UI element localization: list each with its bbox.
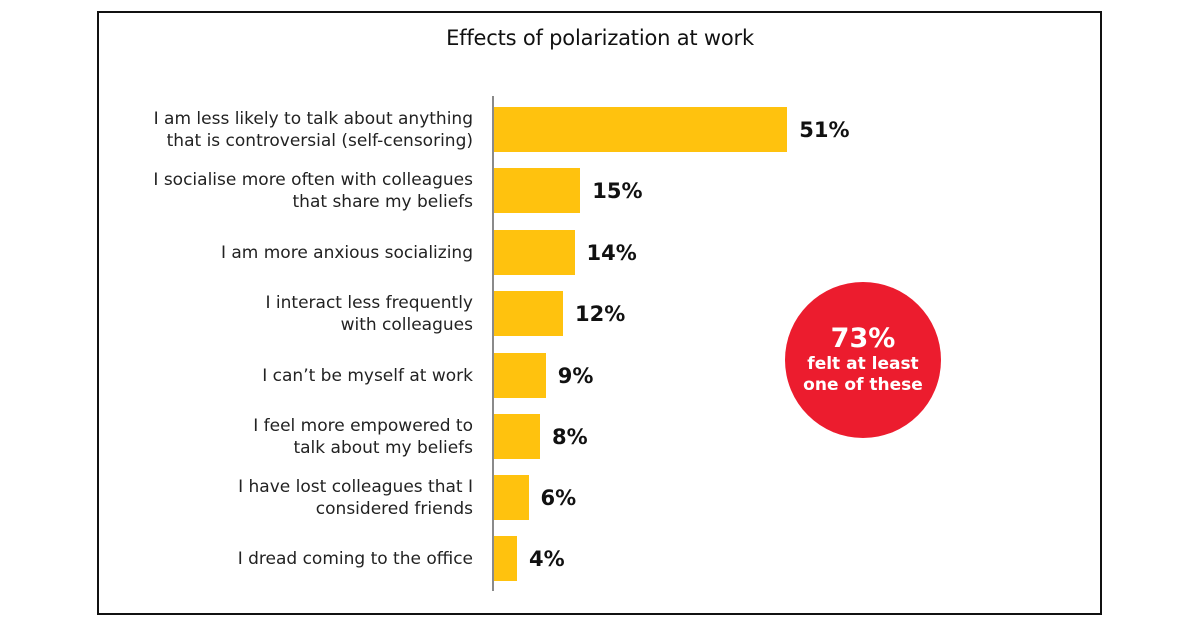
bar (494, 414, 540, 459)
bar (494, 536, 517, 581)
summary-callout-circle: 73% felt at least one of these (785, 282, 941, 438)
bar-value-label: 15% (592, 178, 643, 203)
bar-category-label: I can’t be myself at work (262, 365, 473, 387)
label-line: with colleagues (340, 314, 473, 335)
bar (494, 291, 563, 336)
label-line: that share my beliefs (292, 191, 473, 212)
bar-category-label: I dread coming to the office (238, 548, 473, 570)
callout-text-line2: one of these (803, 375, 923, 395)
bar-row: I feel more empowered to talk about my be… (0, 414, 1200, 459)
bar-value-label: 14% (586, 240, 637, 265)
bar (494, 168, 581, 213)
bar-value-label: 6% (540, 485, 577, 510)
bar-value-label: 12% (575, 301, 626, 326)
y-axis-line (492, 96, 494, 591)
label-line: that is controversial (self-censoring) (166, 130, 473, 151)
label-line: I interact less frequently (265, 292, 473, 313)
label-line: I am more anxious socializing (220, 242, 473, 263)
bar-category-label: I interact less frequently with colleague… (266, 292, 473, 336)
label-line: I feel more empowered to (253, 415, 473, 436)
bar-row: I can’t be myself at work 9% (0, 353, 1200, 398)
label-line: I dread coming to the office (237, 548, 473, 569)
bar-row: I dread coming to the office 4% (0, 536, 1200, 581)
bar-row: I socialise more often with colleagues th… (0, 168, 1200, 213)
bar-category-label: I socialise more often with colleagues th… (153, 169, 473, 213)
bar-category-label: I feel more empowered to talk about my be… (253, 415, 473, 459)
label-line: I have lost colleagues that I (238, 476, 473, 497)
bar-value-label: 8% (552, 424, 588, 449)
bar (494, 475, 529, 520)
label-line: I can’t be myself at work (262, 365, 473, 386)
bar-row: I am more anxious socializing 14% (0, 230, 1200, 275)
bar (494, 230, 575, 275)
bar (494, 353, 546, 398)
bar-value-label: 4% (529, 546, 565, 571)
label-line: I socialise more often with colleagues (153, 169, 473, 190)
label-line: talk about my beliefs (293, 437, 473, 458)
callout-percentage: 73% (830, 323, 896, 354)
bar (494, 107, 788, 152)
bar-row: I am less likely to talk about anything t… (0, 107, 1200, 152)
callout-text-line1: felt at least (807, 354, 919, 374)
label-line: considered friends (315, 498, 473, 519)
bar-row: I interact less frequently with colleague… (0, 291, 1200, 336)
chart-title: Effects of polarization at work (446, 26, 754, 50)
bar-value-label: 9% (557, 363, 594, 388)
bar-category-label: I am less likely to talk about anything t… (154, 108, 473, 152)
label-line: I am less likely to talk about anything (153, 108, 473, 129)
bar-category-label: I am more anxious socializing (221, 242, 473, 264)
bar-value-label: 51% (799, 117, 850, 142)
